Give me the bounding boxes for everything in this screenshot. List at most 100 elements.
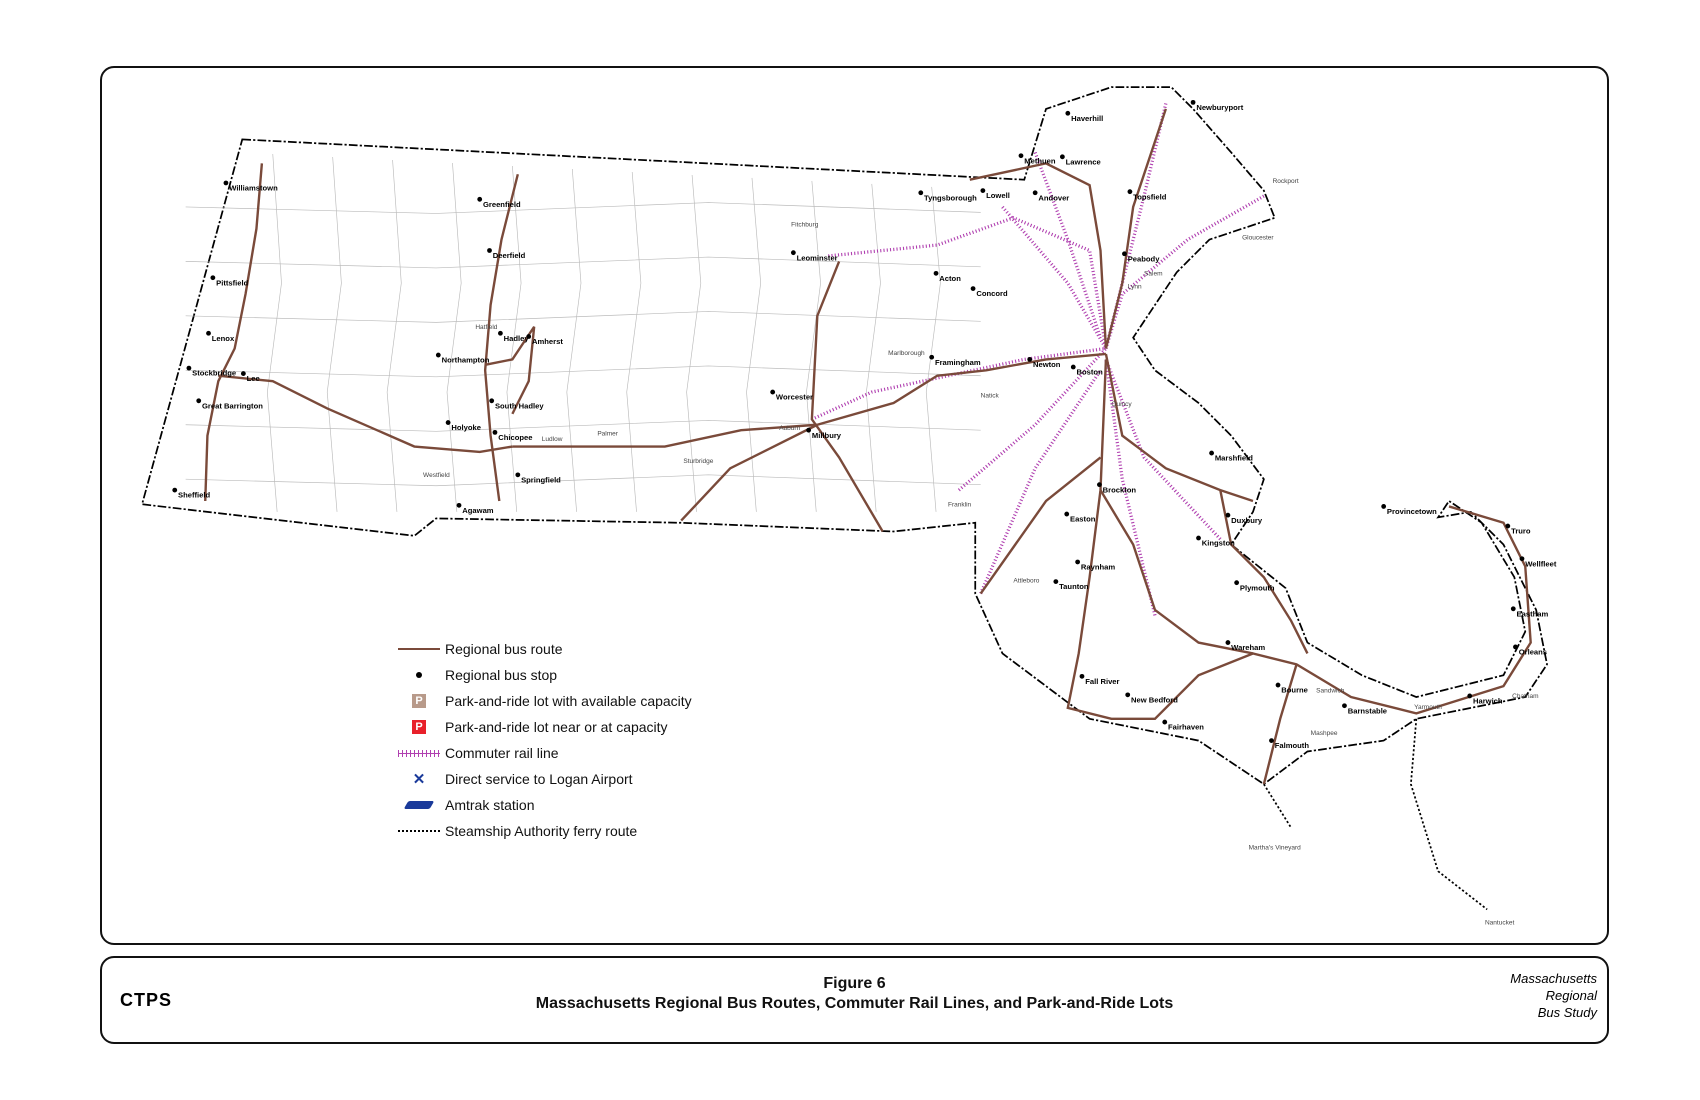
study-line: Bus Study (1537, 1005, 1597, 1020)
town-label: Taunton (1059, 582, 1089, 591)
town-label: Eastham (1517, 609, 1549, 618)
bus-stop (477, 196, 483, 202)
park-ride-full-icon: P (393, 720, 445, 734)
town-label: Natick (981, 393, 1000, 400)
bus-stop (1079, 673, 1085, 679)
bus-stop (1196, 535, 1201, 541)
town-label: Williamstown (229, 184, 278, 193)
bus-stop (1059, 154, 1065, 160)
town-boundary (185, 474, 981, 487)
town-label: Tyngsborough (924, 193, 977, 202)
town-label: Orleans (1519, 648, 1547, 657)
town-label: Wareham (1231, 643, 1265, 652)
bus-stop (526, 334, 532, 339)
bus-stop (970, 286, 976, 292)
bus-stop (1127, 189, 1133, 195)
legend-label: Park-and-ride lot near or at capacity (445, 719, 668, 735)
legend-label: Regional bus route (445, 641, 563, 657)
bus-stop (492, 429, 498, 435)
bus-stop (435, 352, 441, 358)
bus-stop (806, 427, 812, 433)
town-label: Mashpee (1311, 730, 1338, 737)
town-boundary (326, 156, 342, 512)
town-label: Brockton (1103, 485, 1137, 494)
legend-item: Regional bus stop (393, 662, 692, 688)
town-label: Newton (1033, 360, 1061, 369)
ferry-dotted-line-icon (393, 830, 445, 832)
bus-route-line-icon (393, 648, 445, 650)
bus-stop (1467, 693, 1473, 699)
town-label: Methuen (1024, 156, 1056, 165)
town-label: Boston (1077, 368, 1104, 377)
town-label: Sheffield (178, 491, 210, 500)
bus-stop (918, 190, 924, 196)
town-label: Falmouth (1275, 741, 1310, 750)
town-label: Marlborough (888, 350, 925, 357)
town-label: Provincetown (1387, 507, 1437, 516)
town-label: Bourne (1281, 686, 1308, 695)
bus-stop (1125, 692, 1131, 698)
town-label: Auburn (779, 425, 800, 432)
town-label: Harwich (1473, 697, 1503, 706)
town-boundary (185, 420, 981, 432)
caption-box: CTPS Figure 6 Massachusetts Regional Bus… (100, 956, 1609, 1044)
town-boundary (185, 311, 981, 323)
bus-stop (172, 487, 178, 493)
bus-stop (1018, 153, 1024, 159)
town-label: Andover (1038, 193, 1069, 202)
town-boundary (386, 159, 402, 512)
bus-stop (770, 389, 776, 395)
town-label: Westfield (423, 472, 450, 479)
town-label: Sturbridge (683, 458, 713, 465)
bus-stop (1225, 512, 1231, 518)
town-boundary (266, 153, 282, 512)
town-label: Quincy (1111, 401, 1132, 408)
bus-stop (1075, 559, 1081, 565)
bus-stop (1190, 99, 1196, 105)
town-label: Framingham (935, 358, 981, 367)
town-label: Leominster (797, 253, 838, 262)
town-boundary (925, 186, 941, 512)
legend-label: Steamship Authority ferry route (445, 823, 638, 839)
bus-stop (240, 371, 246, 376)
bus-stop (1070, 364, 1076, 370)
town-label: Peabody (1128, 254, 1160, 263)
bus-stop (206, 330, 211, 336)
bus-stop (1065, 110, 1071, 116)
bus-stop (1209, 450, 1214, 456)
town-boundary (626, 171, 642, 512)
town-label: Newburyport (1196, 103, 1243, 112)
town-label: Rockport (1273, 178, 1299, 185)
bus-stop (1342, 703, 1347, 709)
bus-stop (1519, 556, 1525, 562)
town-label: Great Barrington (202, 401, 263, 410)
town-label: Concord (976, 289, 1008, 298)
bus-stop (489, 398, 495, 404)
bus-stop (186, 365, 192, 371)
town-label: Amherst (532, 337, 563, 346)
town-label: Gloucester (1242, 235, 1274, 242)
town-label: Holyoke (451, 423, 481, 432)
town-label: Hadley (504, 334, 530, 343)
town-boundary (566, 168, 582, 512)
figure-title: Massachusetts Regional Bus Routes, Commu… (535, 995, 1174, 1012)
town-label: New Bedford (1131, 695, 1178, 704)
bus-stop (1513, 644, 1518, 650)
commuter-rail-lines (811, 103, 1265, 616)
bus-stop (1505, 523, 1511, 529)
amtrak-icon (393, 801, 445, 809)
bus-stop (223, 180, 229, 186)
town-label: Deerfield (493, 251, 526, 260)
town-label: Fall River (1085, 677, 1119, 686)
town-label: Stockbridge (192, 369, 236, 378)
bus-stop (1053, 579, 1059, 584)
bus-stop (487, 248, 492, 253)
town-label: Sandwich (1316, 688, 1345, 695)
legend-label: Commuter rail line (445, 745, 559, 761)
bus-stop (456, 502, 462, 508)
legend-item: ✕ Direct service to Logan Airport (393, 766, 692, 792)
bus-stop (498, 330, 503, 336)
bus-stop (1381, 504, 1387, 509)
town-label: Agawam (462, 506, 494, 515)
town-label: Raynham (1081, 563, 1115, 572)
